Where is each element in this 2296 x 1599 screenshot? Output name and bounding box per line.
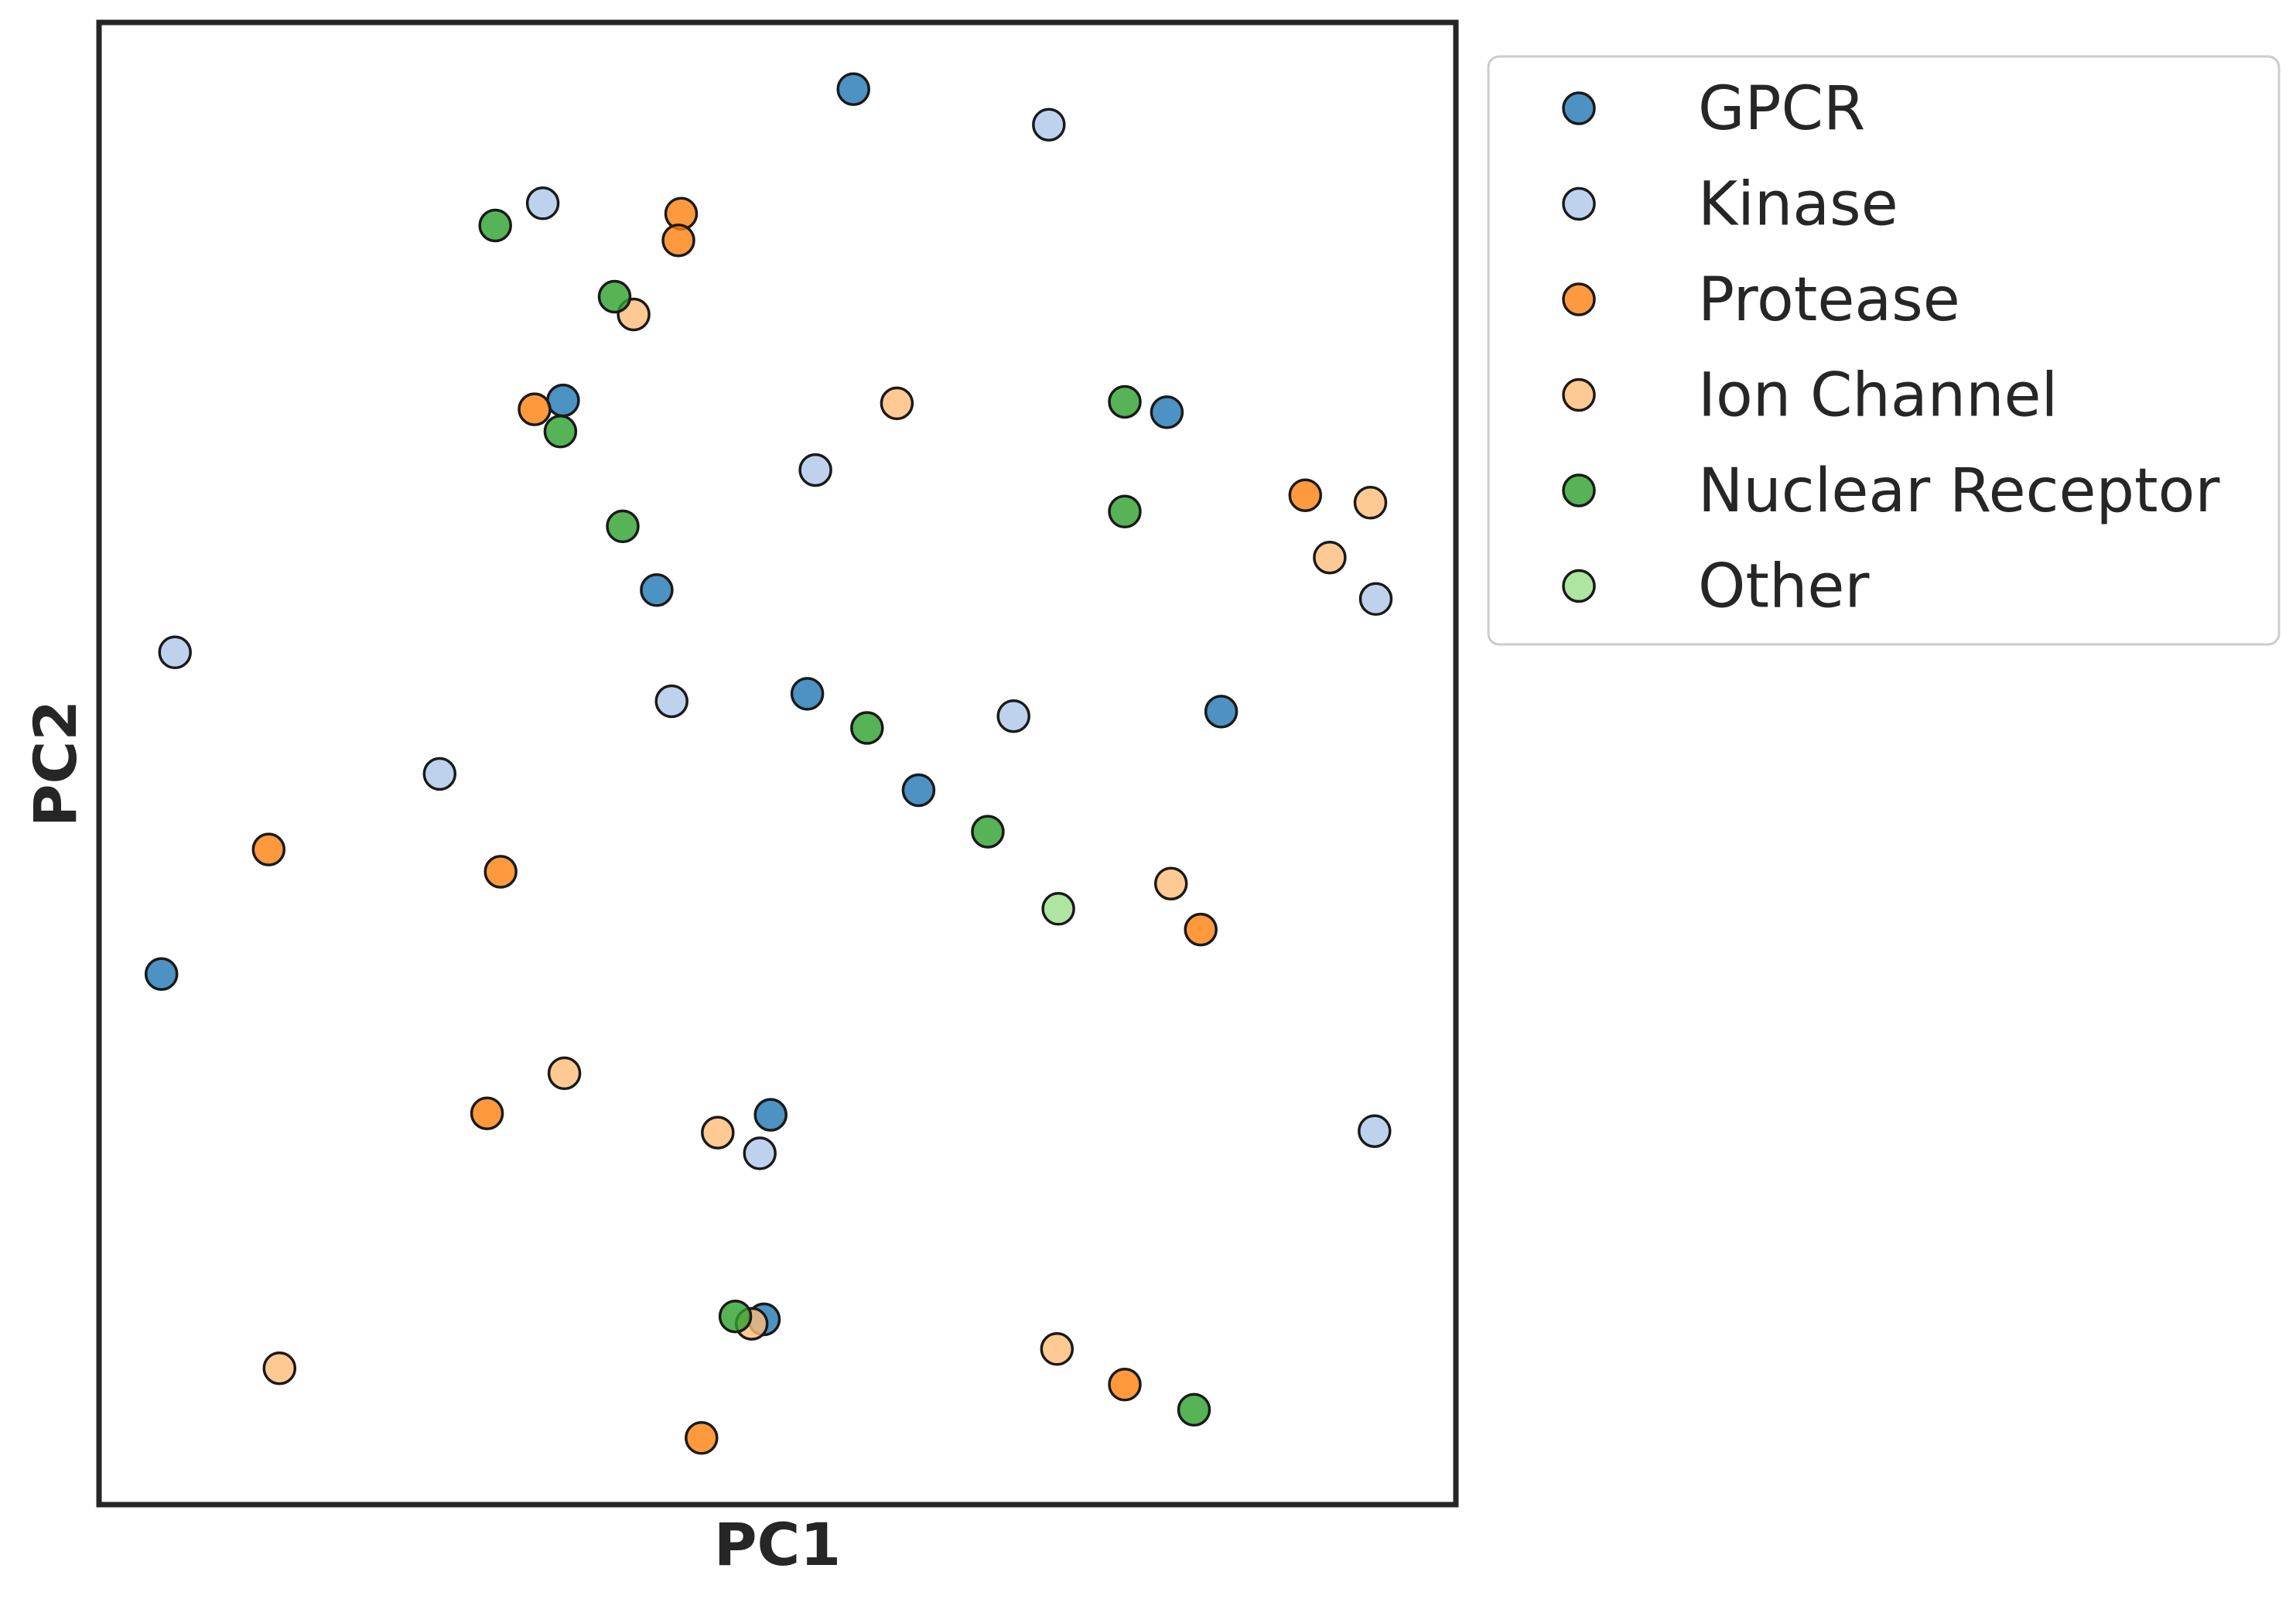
data-point [654,684,688,719]
legend-item: Other [1562,552,1870,622]
data-point [518,392,552,426]
series-kinase [158,108,1393,1170]
data-point [1358,582,1393,617]
data-point [422,757,457,791]
data-point [1108,384,1142,419]
data-point [753,1098,788,1132]
data-point [836,72,870,106]
data-point [547,1056,582,1091]
data-point [1150,395,1184,429]
data-point [262,1351,297,1385]
legend-marker [1562,282,1596,316]
data-point [701,1116,735,1150]
legend-item: Kinase [1562,170,1898,240]
data-point [543,415,578,449]
legend-label: Other [1698,552,1870,622]
data-point [606,509,640,544]
data-point [1032,108,1066,142]
data-point [790,677,825,711]
series-protease [251,196,1323,1455]
y-axis-label: PC2 [21,700,90,827]
legend-label: GPCR [1698,74,1865,144]
data-point [597,279,632,314]
data-point [525,186,560,220]
data-point [640,573,674,607]
data-point [971,815,1005,849]
data-point [1108,494,1142,529]
legend-frame [1487,55,2281,646]
legend-marker [1562,186,1596,221]
data-point [798,453,832,487]
legend-label: Ion Channel [1698,361,2058,431]
legend-label: Nuclear Receptor [1698,456,2220,526]
data-point [1108,1368,1142,1402]
data-point [661,223,695,258]
legend-item: Ion Channel [1562,361,2058,431]
data-point [850,711,884,745]
data-point [743,1136,777,1170]
series-nuclear-receptor [478,208,1211,1427]
data-point [546,383,580,418]
data-point [1040,1332,1075,1366]
data-point [996,699,1030,733]
data-point [1184,912,1218,947]
legend-item: Nuclear Receptor [1562,456,2220,526]
data-point [483,855,518,889]
data-point [1313,540,1347,575]
series-ion-channel [262,297,1388,1385]
data-point [478,208,512,243]
points-layer [144,72,1393,1455]
legend-label: Protease [1698,265,1960,335]
data-point [718,1299,753,1334]
data-point [685,1421,719,1455]
data-point [1358,1114,1392,1148]
data-point [1041,892,1075,926]
data-point [251,832,286,866]
data-point [1353,486,1388,520]
legend-marker [1562,569,1596,603]
legend-label: Kinase [1698,170,1898,240]
legend: GPCR Kinase Protease Ion Channel Nuclear Rec… [1487,55,2281,646]
plot-frame [96,19,1459,1508]
legend-marker [1562,473,1596,507]
data-point [158,635,192,670]
x-axis-label: PC1 [714,1510,841,1579]
legend-item: GPCR [1562,74,1865,144]
legend-marker [1562,378,1596,412]
data-point [1153,866,1188,900]
data-point [144,957,179,991]
data-point [901,773,936,808]
data-point [1204,695,1239,729]
data-point [1288,478,1323,512]
legend-items: GPCR Kinase Protease Ion Channel Nuclear Rec… [1562,74,2220,622]
legend-item: Protease [1562,265,1960,335]
data-point [1177,1392,1211,1427]
data-point [880,386,914,421]
series-gpcr [144,72,1239,1337]
data-point [470,1096,504,1130]
legend-marker [1562,91,1596,125]
series-other [1041,892,1075,926]
